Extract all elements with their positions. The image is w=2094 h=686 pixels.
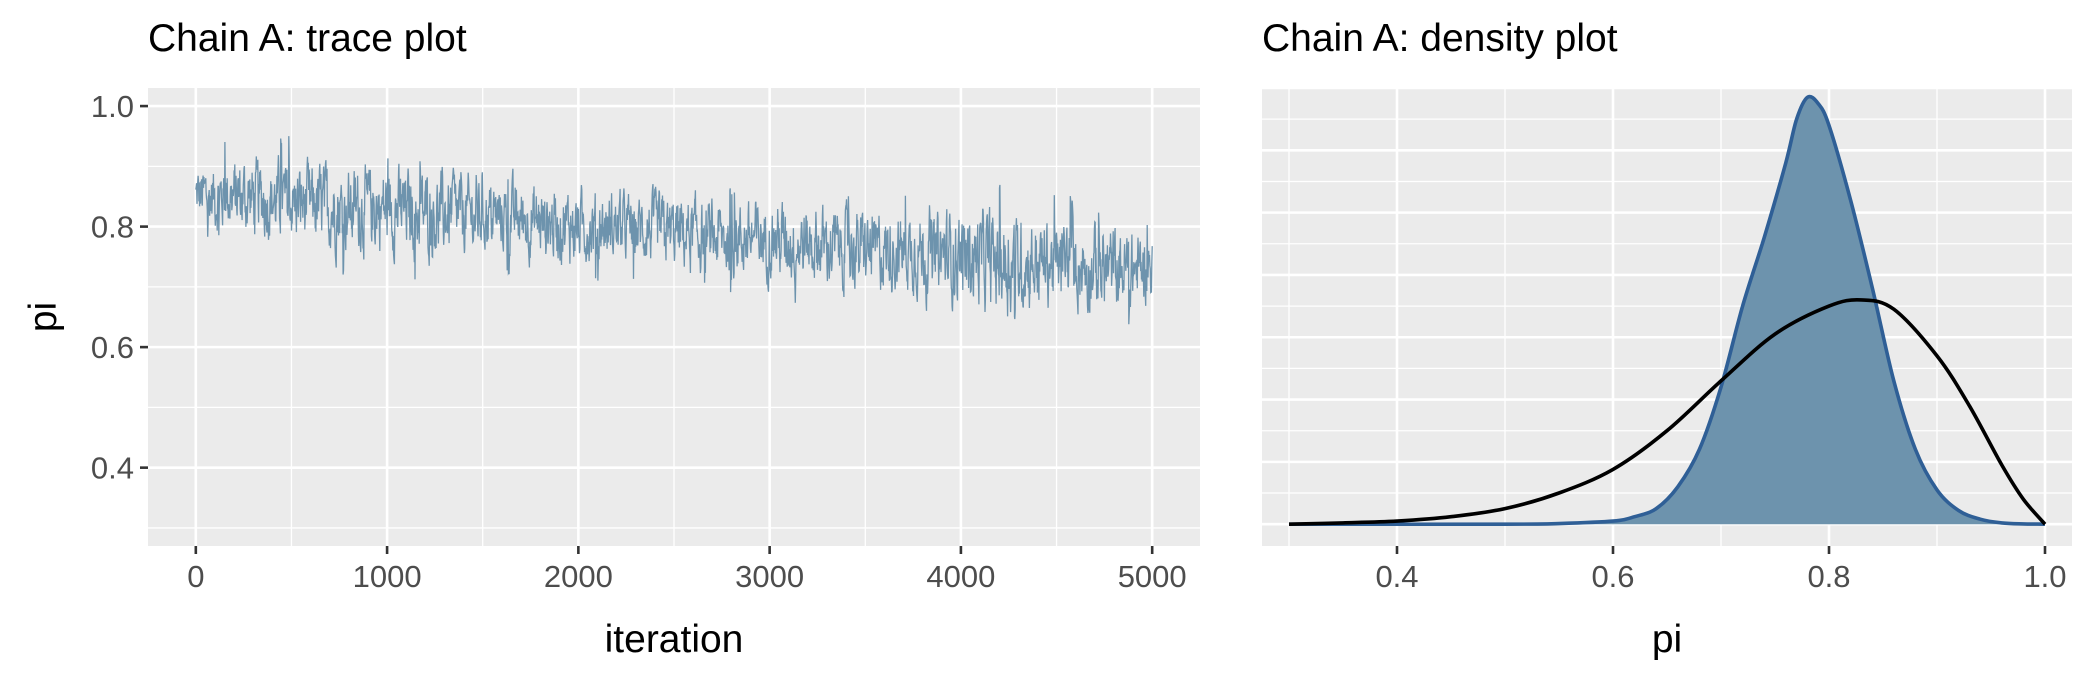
- trace-plot-y-axis-title: pi: [22, 302, 65, 332]
- density-plot-background: [1262, 88, 2072, 546]
- density-plot-title: Chain A: density plot: [1262, 17, 1618, 60]
- x-tick-label: 0: [187, 559, 204, 594]
- x-tick-label: 0.6: [1591, 559, 1634, 594]
- posterior-density-area: [1289, 96, 2045, 525]
- trace-plot-y-axis: 0.4 0.6 0.8 1.0: [91, 89, 148, 486]
- x-tick-label: 5000: [1118, 559, 1187, 594]
- x-tick-label: 4000: [926, 559, 995, 594]
- y-tick-label: 1.0: [91, 89, 134, 124]
- trace-plot-panel: Chain A: trace plot 0.4 0.6 0.8 1.0 0 1000 20…: [22, 17, 1200, 661]
- y-tick-label: 0.6: [91, 330, 134, 365]
- trace-line: [195, 136, 1153, 325]
- x-tick-label: 0.8: [1807, 559, 1850, 594]
- y-tick-label: 0.4: [91, 451, 134, 486]
- density-plot-x-axis-title: pi: [1652, 618, 1682, 661]
- x-tick-label: 1000: [353, 559, 422, 594]
- trace-plot-x-axis-title: iteration: [605, 618, 744, 661]
- y-tick-label: 0.8: [91, 210, 134, 245]
- density-plot-x-axis: 0.4 0.6 0.8 1.0: [1375, 546, 2067, 594]
- density-plot-series: [1288, 94, 2047, 527]
- trace-plot-x-axis: 0 1000 2000 3000 4000 5000: [187, 546, 1187, 594]
- trace-plot-series: [195, 136, 1153, 325]
- trace-plot-title: Chain A: trace plot: [148, 17, 467, 60]
- x-tick-label: 3000: [735, 559, 804, 594]
- x-tick-label: 1.0: [2023, 559, 2066, 594]
- x-tick-label: 0.4: [1375, 559, 1418, 594]
- reference-density-line: [1288, 297, 2047, 526]
- x-tick-label: 2000: [544, 559, 613, 594]
- density-plot-panel: Chain A: density plot 0.4 0.6 0.8 1.0 pi: [1262, 17, 2072, 661]
- posterior-density-outline: [1288, 94, 2046, 527]
- trace-plot-grid: [148, 88, 1200, 546]
